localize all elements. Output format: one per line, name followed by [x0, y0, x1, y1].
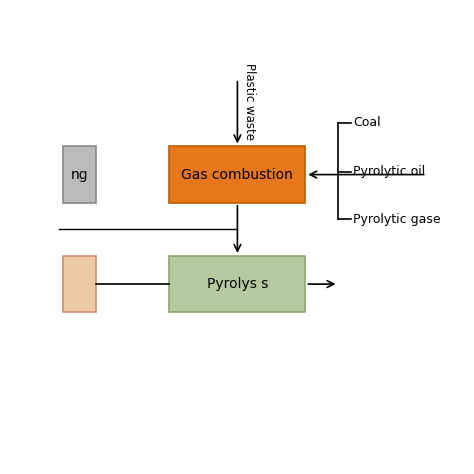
Text: Pyrolytic gase: Pyrolytic gase [353, 213, 441, 226]
Text: ng: ng [71, 168, 88, 182]
Bar [63, 146, 96, 203]
Text: Pyrolys s: Pyrolys s [207, 277, 268, 291]
Text: Gas combustion: Gas combustion [182, 168, 293, 182]
Bar [169, 146, 305, 203]
Bar [169, 256, 305, 312]
Text: Coal: Coal [353, 116, 381, 129]
Text: Plastic waste: Plastic waste [243, 63, 256, 140]
Bar [63, 256, 96, 312]
Text: Pyrolytic oil: Pyrolytic oil [353, 165, 425, 178]
